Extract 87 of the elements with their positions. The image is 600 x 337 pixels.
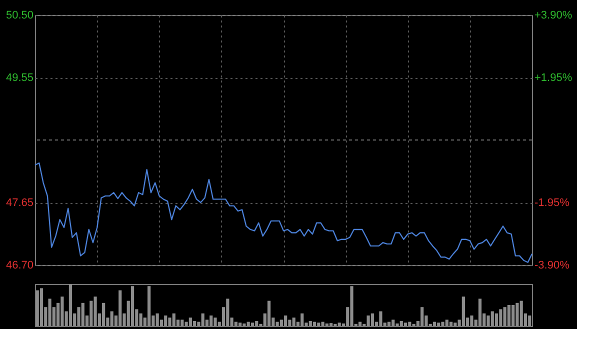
bar [210, 316, 213, 326]
bar [234, 322, 238, 326]
bar [250, 322, 254, 326]
bar [300, 313, 304, 326]
bar [408, 322, 412, 326]
bar [40, 288, 44, 326]
y-tick-label: 46.70 [6, 260, 34, 272]
bar [462, 296, 465, 326]
bar [68, 284, 72, 326]
bar [507, 305, 510, 326]
bar [486, 316, 490, 326]
bar [188, 318, 192, 326]
bar [454, 322, 457, 326]
bar [130, 286, 134, 326]
bar [350, 286, 354, 326]
bar [255, 320, 258, 326]
bar [437, 322, 440, 326]
bar [379, 311, 382, 326]
bar [400, 320, 403, 326]
bar [102, 302, 106, 326]
bar [312, 322, 316, 326]
bar [520, 300, 523, 326]
bar [478, 298, 482, 326]
bar [90, 300, 93, 326]
bar [325, 323, 328, 326]
bar [94, 296, 97, 326]
bar [490, 311, 494, 326]
bar [110, 311, 114, 326]
bar [503, 307, 506, 326]
bar [36, 290, 39, 326]
bar [528, 316, 532, 326]
bar [392, 320, 395, 326]
y-tick-label: 47.65 [6, 197, 34, 209]
bar [184, 322, 188, 326]
bar [201, 313, 204, 326]
bar [317, 322, 320, 326]
bar [370, 313, 374, 326]
bar [77, 307, 80, 326]
bar [156, 313, 159, 326]
y-tick-label: 50.50 [6, 10, 34, 22]
bar [226, 298, 230, 326]
bar [81, 302, 84, 326]
bar [280, 320, 283, 326]
bar [60, 296, 64, 326]
bar [164, 316, 168, 326]
y-tick-label: 49.55 [6, 72, 34, 84]
bar [292, 318, 296, 326]
bar [512, 305, 515, 326]
bar [288, 320, 292, 326]
bar [48, 298, 52, 326]
bar [242, 323, 246, 326]
bar [148, 286, 151, 326]
bar [470, 316, 474, 326]
line-series [34, 162, 533, 263]
bar [321, 322, 324, 326]
bar [387, 322, 391, 326]
bar [499, 309, 502, 326]
bar [516, 302, 519, 326]
bar [284, 316, 288, 326]
bar [445, 320, 448, 326]
y2-tick-label: -3.90% [534, 260, 570, 272]
bar [366, 316, 370, 326]
bar [214, 318, 217, 326]
bar [330, 323, 333, 326]
bar [449, 322, 453, 326]
bar [139, 313, 142, 326]
bar [246, 322, 250, 326]
bar [432, 322, 436, 326]
bar [420, 307, 424, 326]
bar [441, 322, 444, 326]
y2-tick-label: +3.90% [534, 10, 572, 22]
bar [180, 320, 184, 326]
bar [276, 322, 279, 326]
bar [193, 320, 196, 326]
bar [118, 290, 122, 326]
y2-tick-label: -1.95% [534, 197, 570, 209]
bar [396, 323, 399, 326]
bar [494, 313, 498, 326]
bar [338, 322, 341, 326]
bar [308, 320, 312, 326]
bar [168, 318, 172, 326]
y2-tick-label: +1.95% [534, 72, 572, 84]
bar [267, 300, 271, 326]
bar [238, 322, 242, 326]
bar [404, 322, 408, 326]
bar [172, 313, 176, 326]
bar [358, 322, 362, 326]
